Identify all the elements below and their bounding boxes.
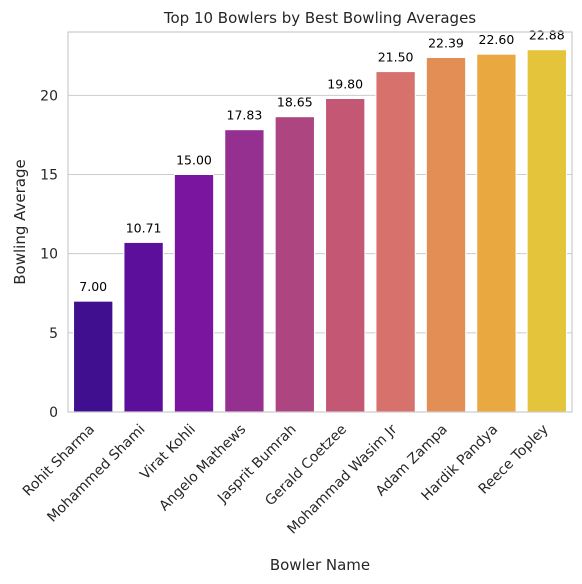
bars: [73, 49, 567, 413]
bar: [325, 98, 366, 413]
bar-value-label: 22.39: [428, 35, 464, 50]
bar: [173, 174, 215, 413]
bar-value-label: 18.65: [277, 95, 313, 110]
plot-frame: [67, 31, 573, 413]
y-axis-label: Bowling Average: [11, 159, 29, 284]
y-tick-label: 10: [40, 247, 58, 263]
bar-value-label: 15.00: [176, 153, 212, 168]
chart-title: Top 10 Bowlers by Best Bowling Averages: [163, 9, 476, 27]
y-tick-label: 0: [49, 405, 58, 421]
bar-value-label: 10.71: [126, 220, 162, 235]
bar: [123, 241, 164, 413]
bar-value-label: 19.80: [327, 77, 363, 92]
bar: [526, 49, 567, 413]
bar: [425, 56, 467, 413]
x-tick-label: Mohammed Shami: [44, 422, 148, 526]
y-tick-label: 20: [40, 88, 58, 104]
y-tick-label: 5: [49, 326, 58, 342]
x-axis-label: Bowler Name: [270, 556, 370, 574]
x-tick-label: Angelo Mathews: [156, 422, 249, 515]
bar-value-label: 22.60: [479, 32, 515, 47]
y-axis-ticks: 0 5 10 15 20: [40, 88, 58, 421]
bar: [375, 71, 416, 413]
y-tick-label: 15: [40, 168, 58, 184]
bar: [274, 116, 315, 413]
bar-value-label: 22.88: [529, 28, 565, 43]
bar: [476, 53, 517, 413]
bar: [73, 300, 114, 413]
bar-value-label: 21.50: [378, 50, 414, 65]
bar-value-label: 17.83: [227, 108, 263, 123]
bar: [224, 129, 265, 413]
bar-value-label: 7.00: [79, 279, 107, 294]
